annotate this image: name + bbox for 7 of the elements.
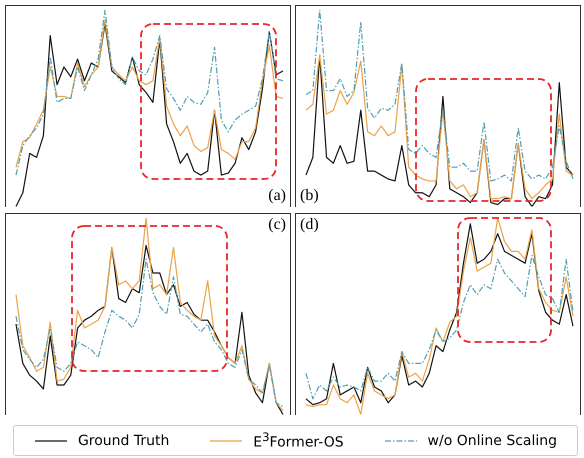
annotation: (c): [268, 216, 286, 234]
annotation: (b): [300, 187, 319, 205]
legend-label: E$^{3}$Former-OS: [253, 430, 344, 451]
annotation: (a): [268, 187, 286, 205]
legend-label: Ground Truth: [78, 432, 170, 448]
annotation: (d): [300, 216, 319, 234]
legend-label: w/o Online Scaling: [428, 432, 558, 448]
